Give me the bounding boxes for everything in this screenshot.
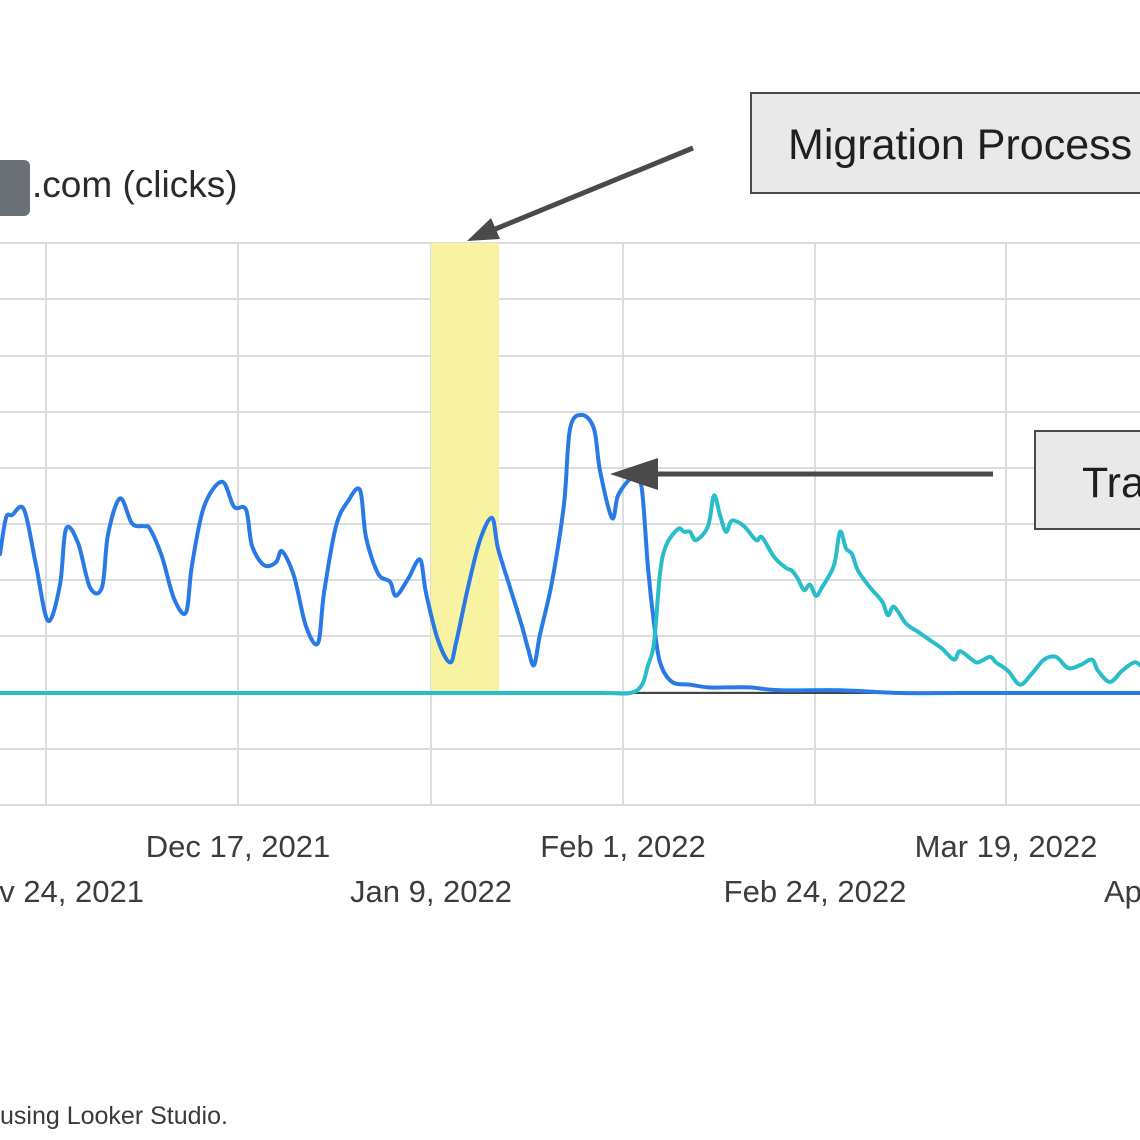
- callout-box: [750, 92, 1140, 194]
- x-tick-label: Feb 24, 2022: [724, 874, 907, 909]
- callout-text: Migration Process: [788, 121, 1132, 169]
- series-line-old-domain: [0, 412, 1140, 696]
- migration-highlight-band: [431, 243, 499, 693]
- legend-swatch: [0, 160, 30, 216]
- x-tick-label: Jan 9, 2022: [350, 874, 512, 909]
- series-line-new-domain: [0, 493, 1140, 696]
- x-tick-label: Feb 1, 2022: [540, 829, 705, 864]
- arrow-icon: [610, 458, 993, 490]
- footer-note: using Looker Studio.: [0, 1102, 228, 1130]
- callout-box: [1034, 430, 1140, 530]
- callout-text: Tra: [1082, 459, 1140, 507]
- x-tick-label: v 24, 2021: [0, 874, 144, 909]
- x-tick-label: Ap: [1104, 874, 1140, 909]
- callout-traffic: Tra: [1034, 430, 1140, 530]
- series-layer: [0, 412, 1140, 696]
- x-tick-label: Mar 19, 2022: [915, 829, 1098, 864]
- arrow-icon: [467, 145, 694, 241]
- x-tick-label: Dec 17, 2021: [146, 829, 330, 864]
- callout-migration: Migration Process: [750, 92, 1140, 194]
- legend-label: .com (clicks): [32, 164, 238, 205]
